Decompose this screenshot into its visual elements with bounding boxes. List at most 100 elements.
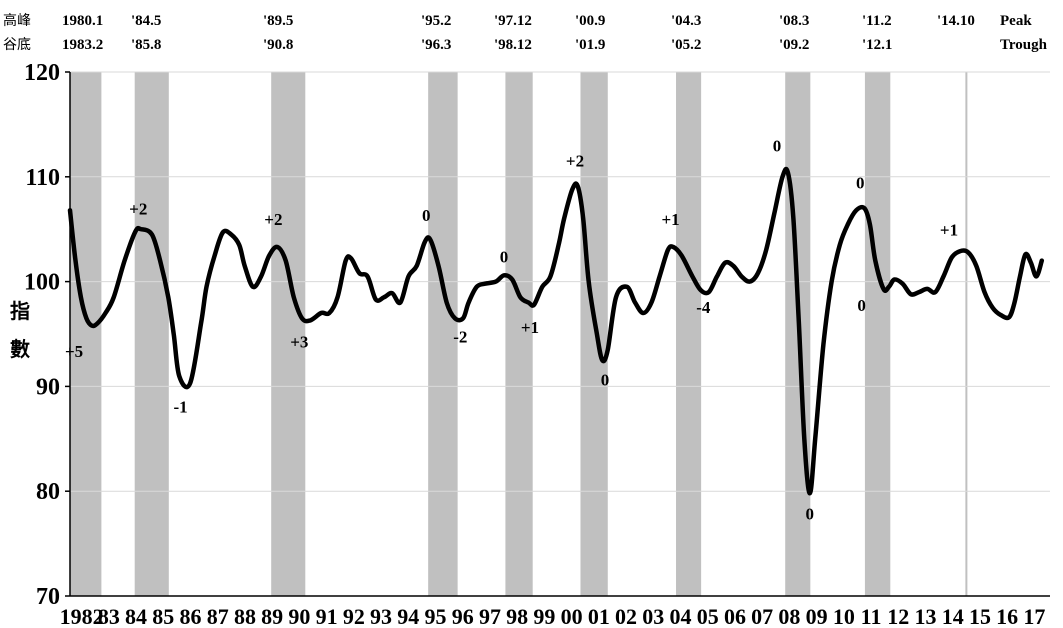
trough-dates: 1983.2 '85.8 '90.8 '96.3 '98.12 '01.9 '05.2 '09… (62, 37, 892, 53)
point-annotation: -2 (453, 327, 467, 346)
trough-date: '01.9 (575, 37, 605, 53)
x-tick-label: 97 (479, 604, 501, 628)
trough-label-cn: 谷底 (3, 37, 31, 53)
x-tick-label: 98 (506, 604, 528, 628)
x-tick-label: 10 (833, 604, 855, 628)
point-annotation: 0 (856, 173, 865, 192)
trough-date: '12.1 (862, 37, 892, 53)
recession-bands (70, 72, 968, 596)
recession-band-6 (676, 72, 702, 596)
point-annotation: -4 (696, 298, 711, 317)
x-tick-label: 05 (697, 604, 719, 628)
point-annotation: 0 (422, 206, 431, 225)
x-tick-label: 09 (806, 604, 828, 628)
peak-date: '04.3 (671, 13, 701, 29)
x-tick-label: 86 (180, 604, 202, 628)
recession-band-9 (965, 72, 968, 596)
trough-date: '09.2 (779, 37, 809, 53)
gridlines (70, 71, 1050, 492)
x-tick-label: 94 (397, 604, 419, 628)
y-tick-label: 70 (36, 584, 60, 610)
trough-date: 1983.2 (62, 37, 103, 53)
x-tick-label: 12 (887, 604, 909, 628)
recession-band-1 (134, 72, 169, 596)
peak-label-en: Peak (1000, 13, 1032, 29)
recession-band-0 (70, 72, 102, 596)
trough-label-en: Trough (1000, 37, 1048, 53)
x-tick-label: 84 (125, 604, 147, 628)
x-tick-label: 00 (561, 604, 583, 628)
peak-date: '14.10 (937, 13, 975, 29)
trough-date: '98.12 (494, 37, 532, 53)
x-tick-label: 88 (234, 604, 256, 628)
y-tick-label: 120 (24, 60, 60, 86)
x-tick-label: 91 (316, 604, 338, 628)
peak-dates: 1980.1 '84.5 '89.5 '95.2 '97.12 '00.9 '04.3 '08… (62, 13, 975, 29)
x-tick-label: 90 (288, 604, 310, 628)
recession-band-3 (428, 72, 458, 596)
x-tick-label: 02 (615, 604, 637, 628)
x-tick-label: 87 (207, 604, 229, 628)
point-annotation: +2 (566, 151, 584, 170)
x-tick-label: 17 (1023, 604, 1045, 628)
peak-date: '08.3 (779, 13, 809, 29)
trough-date: '90.8 (263, 37, 293, 53)
peak-date: '89.5 (263, 13, 293, 29)
x-tick-label: 13 (915, 604, 937, 628)
x-tick-label: 01 (588, 604, 610, 628)
y-tick-label: 110 (25, 165, 60, 191)
peak-date: '11.2 (862, 13, 892, 29)
y-tick-label: 90 (36, 374, 60, 400)
point-annotations: +5 +2 -1 +2 +3 0 -2 0 +1 +2 0 +1 -4 0 0 0 0 +1 (65, 137, 958, 524)
point-annotation: +2 (129, 200, 147, 219)
peak-date: '84.5 (131, 13, 161, 29)
x-tick-label: 06 (724, 604, 746, 628)
y-axis-label-char-1: 指 (10, 299, 30, 323)
x-tick-label: 07 (751, 604, 773, 628)
point-annotation: 0 (601, 370, 610, 389)
y-tick-label: 80 (36, 479, 60, 505)
x-tick-label: 85 (152, 604, 174, 628)
y-tick-labels: 70 80 90 100 110 120 (24, 60, 70, 610)
x-tick-label: 99 (533, 604, 555, 628)
x-tick-label: 11 (861, 604, 882, 628)
x-tick-label: 03 (642, 604, 664, 628)
x-tick-label: 95 (425, 604, 447, 628)
x-tick-label: 04 (670, 604, 692, 628)
y-axis-label-char-2: 數 (10, 337, 30, 361)
trough-date: '85.8 (131, 37, 161, 53)
x-tick-label: 15 (969, 604, 991, 628)
y-tick-label: 100 (24, 270, 60, 296)
point-annotation: 0 (806, 504, 815, 523)
point-annotation: +5 (65, 342, 83, 361)
peak-date: 1980.1 (62, 13, 103, 29)
x-tick-label: 1982 (60, 604, 104, 628)
axes (69, 72, 1050, 597)
point-annotation: +3 (290, 333, 308, 352)
header: 高峰 谷底 1980.1 '84.5 '89.5 '95.2 '97.12 '00.9 '0… (3, 12, 1048, 53)
point-annotation: 0 (773, 137, 782, 156)
point-annotation: +2 (264, 210, 282, 229)
point-annotation: 0 (500, 248, 509, 267)
point-annotation: 0 (857, 296, 866, 315)
x-tick-label: 92 (343, 604, 365, 628)
recession-band-2 (271, 72, 306, 596)
x-tick-label: 16 (996, 604, 1018, 628)
peak-label-cn: 高峰 (3, 12, 31, 29)
peak-date: '97.12 (494, 13, 532, 29)
recession-band-5 (580, 72, 608, 596)
x-tick-label: 96 (452, 604, 474, 628)
point-annotation: +1 (940, 220, 958, 239)
point-annotation: +1 (661, 210, 679, 229)
x-tick-label: 83 (98, 604, 120, 628)
point-annotation: +1 (521, 318, 539, 337)
point-annotation: -1 (173, 398, 187, 417)
series-line (67, 166, 1045, 496)
x-tick-label: 08 (778, 604, 800, 628)
x-tick-label: 14 (942, 604, 964, 628)
peak-date: '00.9 (575, 13, 605, 29)
x-tick-label: 89 (261, 604, 283, 628)
x-tick-label: 93 (370, 604, 392, 628)
